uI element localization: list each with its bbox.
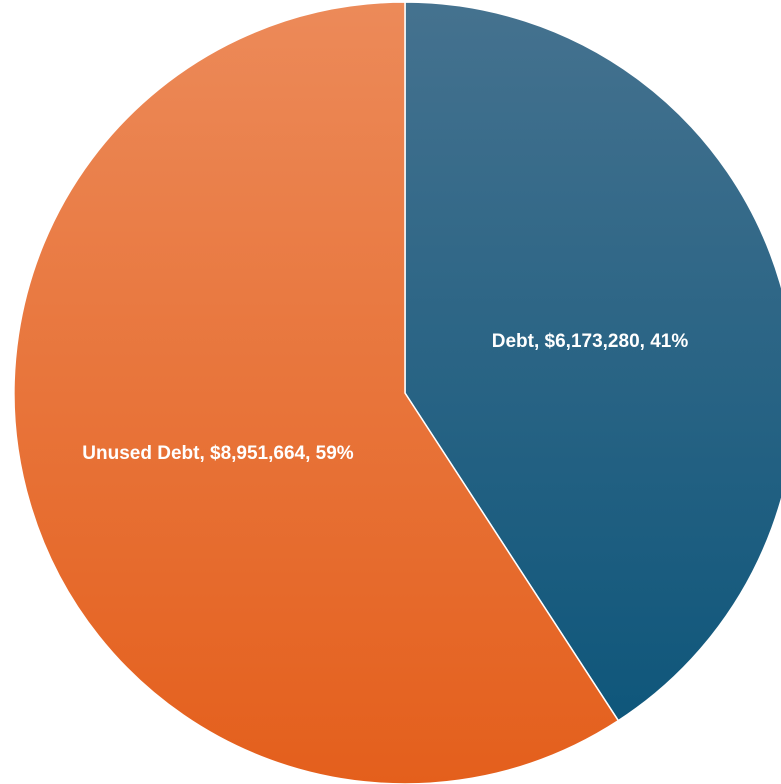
slice-label-debt: Debt, $6,173,280, 41% (492, 331, 689, 352)
slice-label-unused-debt: Unused Debt, $8,951,664, 59% (82, 443, 354, 464)
pie-slice-debt (404, 1, 781, 722)
